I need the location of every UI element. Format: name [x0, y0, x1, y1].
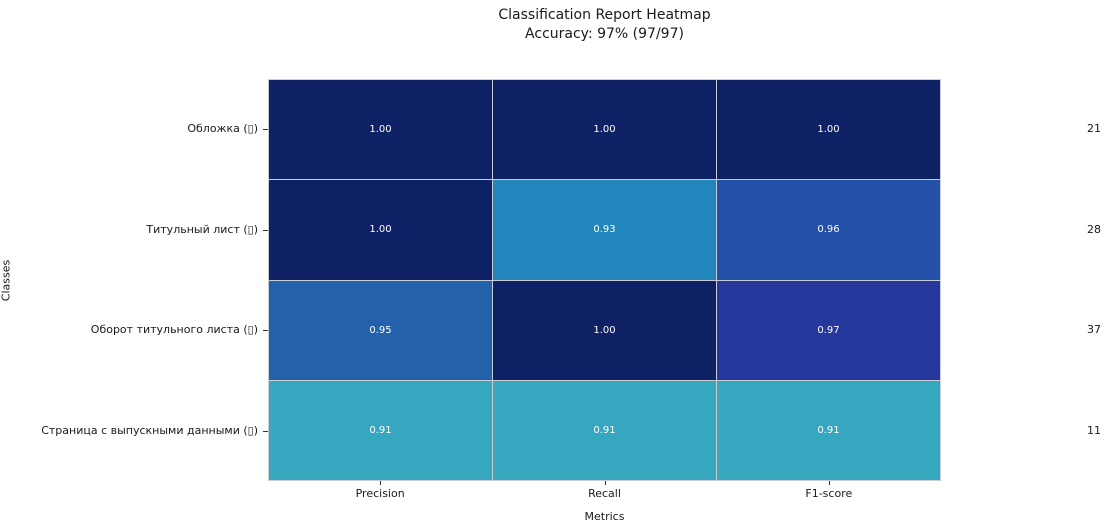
heatmap-cell-r1-c2: 0.96	[717, 180, 940, 280]
x-tick-mark-0	[380, 481, 382, 485]
heatmap-grid: 1.00 1.00 1.00 1.00 0.93 0.96 0.95 1.00 0.97 0.91…	[268, 79, 941, 481]
y-axis-label: Classes	[0, 259, 13, 302]
x-axis-label: Metrics	[584, 510, 625, 523]
y-tick-mark-1	[263, 229, 268, 231]
heatmap-cell-r2-c0: 0.95	[269, 280, 492, 380]
title-block: Classification Report Heatmap Accuracy: …	[268, 6, 941, 44]
heatmap-cell-r3-c0: 0.91	[269, 380, 492, 480]
y-tick-mark-3	[263, 430, 268, 432]
heatmap-cell-r0-c1: 1.00	[493, 80, 716, 180]
chart-title: Classification Report Heatmap	[498, 7, 711, 23]
support-count-3: 11	[1087, 423, 1101, 437]
x-tick-mark-1	[604, 481, 606, 485]
y-tick-label-0: Обложка (▯)	[187, 122, 258, 136]
support-count-1: 28	[1087, 222, 1101, 236]
heatmap-cell-r2-c2: 0.97	[717, 280, 940, 380]
support-count-2: 37	[1087, 323, 1101, 337]
y-tick-label-2: Оборот титульного листа (▯)	[90, 323, 258, 337]
heatmap-cell-r1-c1: 0.93	[493, 180, 716, 280]
heatmap-cell-r1-c0: 1.00	[269, 180, 492, 280]
x-tick-label-1: Recall	[588, 487, 621, 500]
heatmap-cell-r0-c2: 1.00	[717, 80, 940, 180]
heatmap-cell-r2-c1: 1.00	[493, 280, 716, 380]
y-tick-label-3: Страница с выпускными данными (▯)	[41, 423, 258, 437]
heatmap-cell-r3-c2: 0.91	[717, 380, 940, 480]
support-count-0: 21	[1087, 122, 1101, 136]
x-tick-mark-2	[828, 481, 830, 485]
heatmap-cell-r0-c0: 1.00	[269, 80, 492, 180]
heatmap-cell-r3-c1: 0.91	[493, 380, 716, 480]
y-tick-label-1: Титульный лист (▯)	[146, 222, 258, 236]
x-tick-label-0: Precision	[355, 487, 405, 500]
chart-subtitle: Accuracy: 97% (97/97)	[525, 26, 684, 42]
y-tick-mark-0	[263, 129, 268, 131]
x-tick-label-2: F1-score	[805, 487, 853, 500]
y-tick-mark-2	[263, 330, 268, 332]
